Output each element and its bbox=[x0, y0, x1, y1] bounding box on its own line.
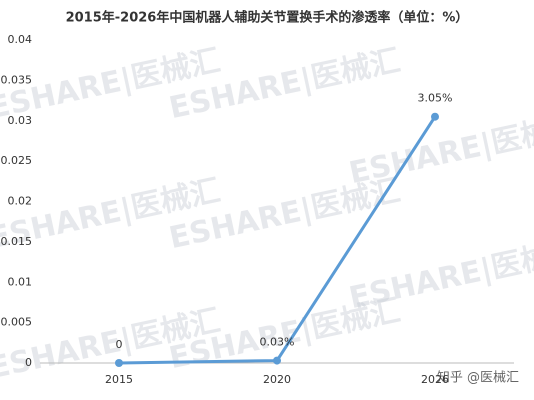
y-tick-label: 0.005 bbox=[1, 316, 33, 329]
source-watermark: 知乎 @医械汇 bbox=[437, 370, 519, 386]
y-tick-label: 0.025 bbox=[1, 154, 33, 167]
point bbox=[115, 359, 123, 367]
data-label: 0 bbox=[116, 338, 123, 351]
y-tick-label: 0.02 bbox=[8, 195, 33, 208]
watermark: ESHARE|医械汇 bbox=[346, 108, 534, 191]
y-tick-label: 0 bbox=[25, 356, 32, 369]
chart-title: 2015年-2026年中国机器人辅助关节置换手术的渗透率（单位：%） bbox=[66, 10, 469, 26]
y-tick-label: 0.03 bbox=[8, 114, 33, 127]
x-tick-label: 2020 bbox=[263, 373, 291, 386]
y-tick-label: 0.01 bbox=[8, 275, 33, 288]
y-tick-label: 0.015 bbox=[1, 235, 33, 248]
y-tick-label: 0.035 bbox=[1, 73, 33, 86]
y-tick-label: 0.04 bbox=[8, 33, 33, 46]
x-tick-label: 2015 bbox=[105, 373, 133, 386]
point bbox=[431, 112, 439, 121]
watermark: ESHARE|医械汇 bbox=[346, 233, 534, 316]
data-label: 3.05% bbox=[418, 92, 453, 105]
data-label: 0.03% bbox=[260, 336, 295, 349]
point bbox=[273, 356, 281, 365]
x-tick-label: 2026 bbox=[421, 373, 449, 386]
